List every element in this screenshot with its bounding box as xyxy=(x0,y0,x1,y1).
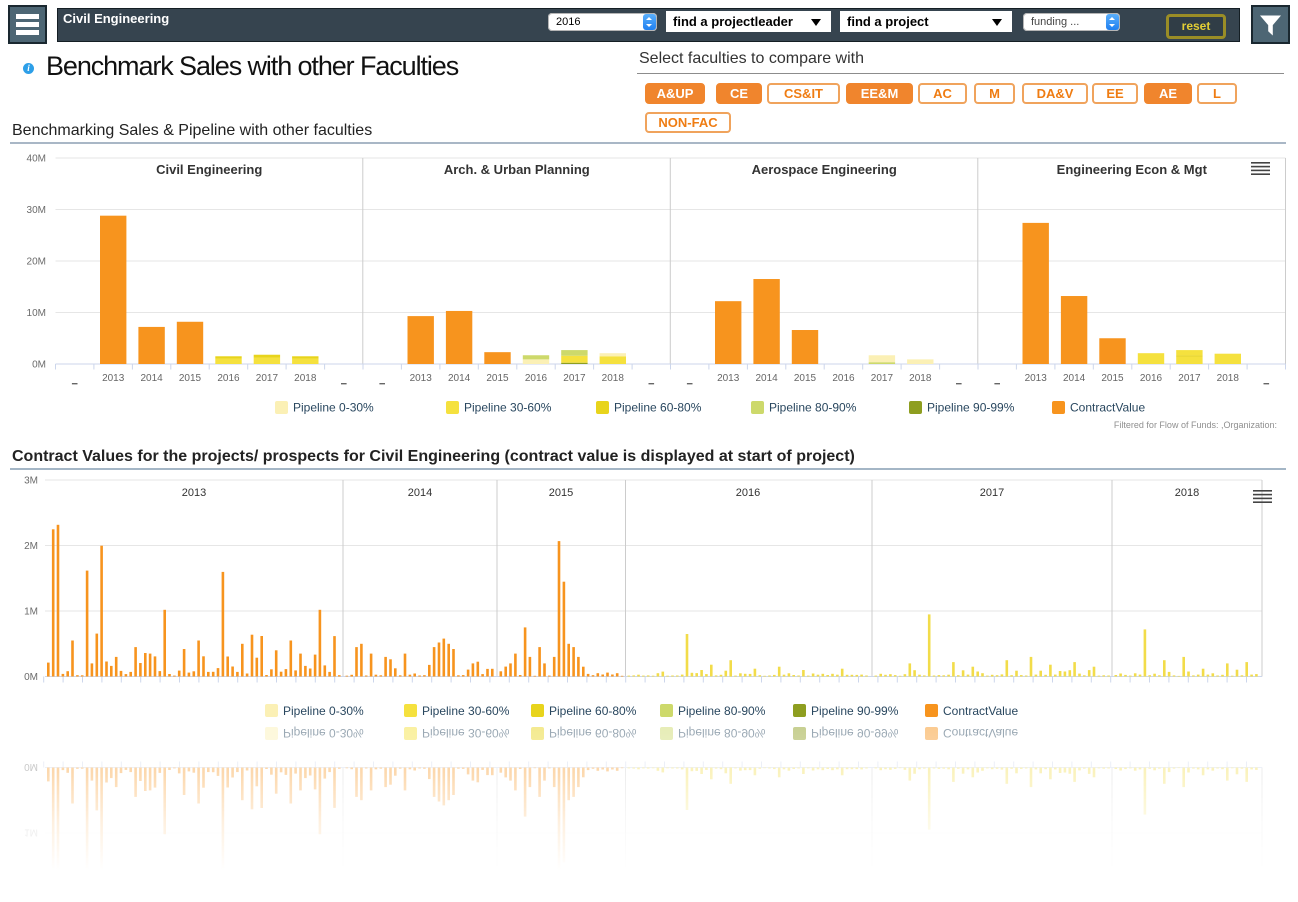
svg-text:Pipeline 30-60%: Pipeline 30-60% xyxy=(464,401,552,415)
svg-text:2013: 2013 xyxy=(1025,373,1048,384)
svg-text:2018: 2018 xyxy=(909,373,932,384)
svg-text:2015: 2015 xyxy=(549,487,573,499)
svg-text:2013: 2013 xyxy=(717,373,740,384)
svg-text:2015: 2015 xyxy=(179,373,202,384)
svg-text:20M: 20M xyxy=(27,257,46,268)
svg-text:2017: 2017 xyxy=(871,373,894,384)
svg-text:Pipeline 90-99%: Pipeline 90-99% xyxy=(927,401,1015,415)
svg-text:2018: 2018 xyxy=(1217,373,1240,384)
svg-text:1M: 1M xyxy=(24,827,38,838)
svg-text:2016: 2016 xyxy=(1140,373,1163,384)
svg-text:0M: 0M xyxy=(24,672,38,683)
svg-text:2015: 2015 xyxy=(1101,373,1124,384)
svg-text:Engineering Econ & Mgt: Engineering Econ & Mgt xyxy=(1057,162,1208,177)
svg-text:2014: 2014 xyxy=(755,373,778,384)
svg-text:2016: 2016 xyxy=(736,487,760,499)
svg-text:10M: 10M xyxy=(27,308,46,319)
svg-text:Filtered for Flow of Funds: ,O: Filtered for Flow of Funds: ,Organizatio… xyxy=(1114,420,1277,430)
svg-text:Civil Engineering: Civil Engineering xyxy=(156,162,262,177)
svg-text:2018: 2018 xyxy=(1175,487,1199,499)
svg-text:2M: 2M xyxy=(24,892,38,902)
svg-text:2016: 2016 xyxy=(832,373,855,384)
svg-text:1M: 1M xyxy=(24,607,38,618)
svg-text:30M: 30M xyxy=(27,205,46,216)
svg-text:2017: 2017 xyxy=(980,487,1004,499)
svg-text:2014: 2014 xyxy=(1063,373,1086,384)
svg-text:2017: 2017 xyxy=(1178,373,1201,384)
svg-text:2014: 2014 xyxy=(408,487,432,499)
svg-text:Pipeline 80-90%: Pipeline 80-90% xyxy=(769,401,857,415)
svg-text:2016: 2016 xyxy=(525,373,548,384)
svg-text:2014: 2014 xyxy=(448,373,471,384)
svg-text:2013: 2013 xyxy=(182,487,206,499)
svg-text:Arch. & Urban Planning: Arch. & Urban Planning xyxy=(444,162,590,177)
svg-text:2017: 2017 xyxy=(256,373,279,384)
svg-text:2M: 2M xyxy=(24,541,38,552)
svg-text:2018: 2018 xyxy=(294,373,317,384)
svg-text:2014: 2014 xyxy=(140,373,163,384)
svg-text:Pipeline 60-80%: Pipeline 60-80% xyxy=(614,401,702,415)
svg-text:2015: 2015 xyxy=(794,373,817,384)
svg-text:2015: 2015 xyxy=(486,373,509,384)
svg-text:0M: 0M xyxy=(24,761,38,772)
svg-text:2017: 2017 xyxy=(563,373,586,384)
svg-text:2013: 2013 xyxy=(102,373,125,384)
svg-text:3M: 3M xyxy=(24,476,38,487)
svg-text:ContractValue: ContractValue xyxy=(1070,401,1145,415)
svg-text:2013: 2013 xyxy=(410,373,433,384)
svg-text:2018: 2018 xyxy=(602,373,625,384)
svg-text:40M: 40M xyxy=(27,154,46,165)
svg-text:0M: 0M xyxy=(32,360,46,371)
svg-text:Pipeline 0-30%: Pipeline 0-30% xyxy=(293,401,374,415)
svg-text:Aerospace Engineering: Aerospace Engineering xyxy=(752,162,897,177)
svg-text:2016: 2016 xyxy=(217,373,240,384)
